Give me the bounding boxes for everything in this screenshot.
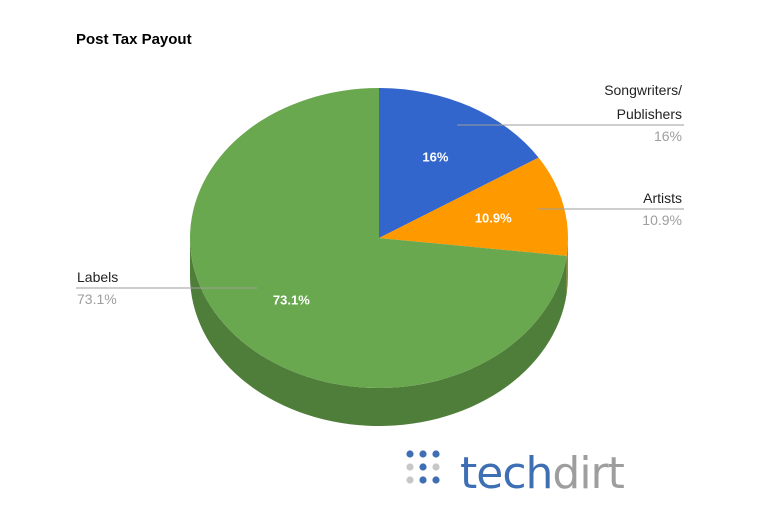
techdirt-logo-mark <box>406 450 440 484</box>
legend-name: Publishers <box>617 106 682 122</box>
techdirt-logo-text: techdirt <box>460 448 625 498</box>
legend-name: Labels <box>77 269 118 285</box>
pie-side-2 <box>190 238 567 426</box>
pie-slice-2 <box>190 88 567 388</box>
techdirt-logo: techdirt <box>406 448 626 498</box>
slice-value-label: 16% <box>422 150 448 165</box>
pie-depth <box>190 238 568 426</box>
pie-side-1 <box>566 238 568 294</box>
slice-value-label: 10.9% <box>475 210 512 225</box>
slice-value-label: 73.1% <box>273 293 310 308</box>
legend-name: Songwriters/ <box>604 82 682 98</box>
logo-text-dirt: dirt <box>552 448 624 498</box>
slice-value-labels: 16% 10.9% 73.1% <box>273 150 512 308</box>
logo-text-tech: tech <box>460 448 552 498</box>
pie-legend: Songwriters/Publishers 16% Artists 10.9% Lab… <box>76 82 684 307</box>
pie-slice-1 <box>379 157 568 256</box>
legend-percent: 16% <box>654 128 682 144</box>
pie-slices <box>190 88 568 388</box>
legend-name: Artists <box>643 190 682 206</box>
legend-percent: 10.9% <box>642 212 682 228</box>
chart-title: Post Tax Payout <box>76 31 192 48</box>
legend-percent: 73.1% <box>77 291 117 307</box>
